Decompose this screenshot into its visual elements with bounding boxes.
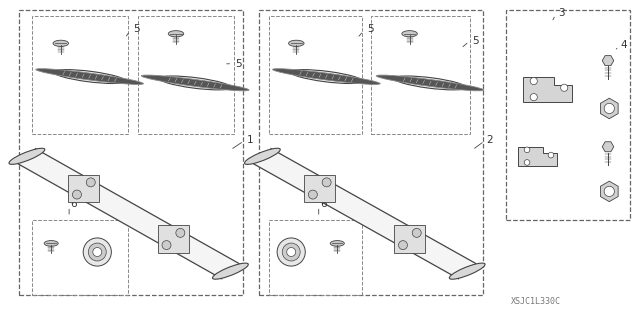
Polygon shape [600,181,618,202]
Text: 5: 5 [133,24,140,34]
Ellipse shape [289,40,304,47]
Ellipse shape [54,70,125,84]
Ellipse shape [168,31,184,37]
Ellipse shape [53,40,68,47]
Ellipse shape [322,178,331,187]
Bar [138,16,234,134]
Ellipse shape [394,76,466,90]
Ellipse shape [287,248,296,256]
Polygon shape [304,175,335,202]
Text: 4: 4 [621,40,627,50]
Text: 2: 2 [486,135,493,145]
Bar [19,10,243,295]
Text: 3: 3 [558,8,564,18]
Bar [371,16,470,134]
Polygon shape [602,56,614,66]
Text: 1: 1 [246,135,253,145]
Polygon shape [394,225,426,253]
Bar [32,16,128,134]
Ellipse shape [44,241,58,246]
Polygon shape [254,149,476,279]
Polygon shape [600,98,618,119]
Text: 5: 5 [472,35,479,46]
Ellipse shape [524,160,530,165]
Polygon shape [518,147,557,166]
Ellipse shape [308,190,317,199]
Ellipse shape [141,75,249,91]
Ellipse shape [176,228,185,237]
Ellipse shape [449,263,485,279]
Ellipse shape [604,186,614,197]
Ellipse shape [530,93,538,101]
Ellipse shape [524,147,530,152]
Ellipse shape [9,148,45,164]
Ellipse shape [604,103,614,114]
Ellipse shape [162,241,171,249]
Text: XSJC1L330C: XSJC1L330C [511,297,561,306]
Ellipse shape [412,228,421,237]
Bar [259,10,483,295]
Polygon shape [19,149,239,279]
Ellipse shape [277,238,305,266]
Ellipse shape [376,75,484,91]
Ellipse shape [273,69,380,85]
Ellipse shape [402,31,417,37]
Ellipse shape [561,84,568,91]
Ellipse shape [72,190,81,199]
Polygon shape [522,77,572,102]
Ellipse shape [282,243,300,261]
Ellipse shape [83,238,111,266]
Bar [269,220,362,295]
Ellipse shape [88,243,106,261]
Polygon shape [68,175,99,202]
Ellipse shape [291,70,362,84]
Ellipse shape [36,69,143,85]
Ellipse shape [530,78,538,85]
Ellipse shape [212,263,248,279]
Ellipse shape [244,148,280,164]
Ellipse shape [548,152,554,158]
Text: 5: 5 [236,59,242,69]
Bar [32,220,128,295]
Text: 6: 6 [70,199,77,209]
Ellipse shape [399,241,408,249]
Text: 6: 6 [320,199,326,209]
Bar [506,10,630,220]
Polygon shape [158,225,189,253]
Text: 5: 5 [367,24,373,34]
Ellipse shape [159,76,231,90]
Ellipse shape [330,241,344,246]
Polygon shape [602,142,614,152]
Ellipse shape [86,178,95,187]
Ellipse shape [93,248,102,256]
Bar [269,16,362,134]
